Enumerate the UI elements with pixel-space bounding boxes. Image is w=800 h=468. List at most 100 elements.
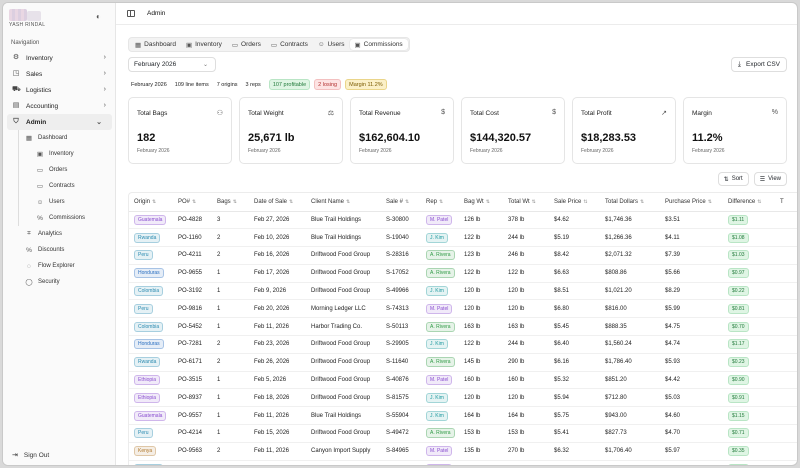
rep-badge: A. Rivera [426,357,455,368]
view-label: View [768,176,781,182]
sidebar-item-flow-explorer[interactable]: ◌ Flow Explorer [3,258,116,274]
tab-contracts[interactable]: ▭ Contracts [266,39,313,50]
avatar[interactable] [9,9,27,21]
theme-toggle-icon[interactable]: ◐ [96,12,101,21]
column-header-date-of-sale[interactable]: Date of Sale ⇅ [249,193,306,212]
table-row[interactable]: Guatemala PO-9557 1 Feb 11, 2026 Blue Trail … [129,406,797,426]
cell-t [775,460,797,465]
sort-arrows-icon: ⇅ [405,198,410,205]
cell-total-dollars: $1,266.36 [600,228,660,248]
cell-bags: 1 [212,264,249,283]
cell-total-dollars: $943.00 [600,406,660,426]
view-button[interactable]: ☰ View [753,172,787,186]
column-header-label: Rep [426,198,438,205]
submenu-label: Users [49,199,65,205]
tab-commissions[interactable]: ▣ Commissions [349,39,408,50]
column-header-po[interactable]: PO# ⇅ [173,193,212,212]
column-header-purchase-price[interactable]: Purchase Price ⇅ [660,193,723,212]
admin-submenu-inventory[interactable]: ▣ Inventory [3,146,116,162]
table-row[interactable]: Colombia PO-3192 1 Feb 9, 2026 Driftwood Foo… [129,282,797,301]
cell-po: PO-9816 [173,299,212,319]
sidebar-item-discounts[interactable]: % Discounts [3,242,116,258]
admin-submenu-contracts[interactable]: ▭ Contracts [3,178,116,194]
admin-submenu-dashboard[interactable]: ▦ Dashboard [3,130,116,146]
export-csv-button[interactable]: ⤓ Export CSV [730,57,787,72]
sidebar-item-sales[interactable]: ◳ Sales › [3,66,116,82]
sidebar-item-inventory[interactable]: ⚙ Inventory › [3,50,116,66]
column-header-bag-wt[interactable]: Bag Wt ⇅ [459,193,503,212]
sidebar-item-logistics[interactable]: ⛟ Logistics › [3,82,116,98]
sidebar-item-accounting[interactable]: ▤ Accounting › [3,98,116,114]
column-header-t[interactable]: T [775,193,797,212]
table-row[interactable]: Rwanda PO-1160 2 Feb 10, 2026 Blue Trail Hol… [129,228,797,248]
cell-po: PO-3192 [173,282,212,301]
table-row[interactable]: Honduras PO-7281 2 Feb 23, 2026 Driftwood Fo… [129,335,797,354]
cell-purchase-price: $5.03 [660,388,723,408]
cell-sale: S-40876 [381,371,421,390]
cell-t [775,406,797,426]
cell-date-of-sale: Feb 20, 2026 [249,299,306,319]
column-header-total-dollars[interactable]: Total Dollars ⇅ [600,193,660,212]
cell-total-dollars: $1,746.36 [600,211,660,230]
cell-date-of-sale: Feb 26, 2026 [249,353,306,372]
sort-button[interactable]: ⇅ Sort [717,172,749,186]
table-row[interactable]: Colombia PO-5452 1 Feb 11, 2026 Harbor Tradi… [129,317,797,337]
sidebar-item-security[interactable]: ◯ Security [3,274,116,290]
column-header-sale-price[interactable]: Sale Price ⇅ [549,193,600,212]
cell-origin: Colombia [129,460,173,465]
cell-date-of-sale: Feb 11, 2026 [249,317,306,337]
table-row[interactable]: Peru PO-4211 2 Feb 16, 2026 Driftwood Food G… [129,246,797,265]
table-row[interactable]: Rwanda PO-6171 2 Feb 26, 2026 Driftwood Food… [129,353,797,372]
flow-explorer-icon: ◌ [27,262,31,270]
table-row[interactable]: Honduras PO-9655 1 Feb 17, 2026 Driftwood Fo… [129,264,797,283]
nav-title: Navigation [11,40,40,46]
cell-sale-price: $5.75 [549,406,600,426]
sidebar-toggle-icon[interactable] [127,10,135,17]
cell-date-of-sale: Feb 16, 2026 [249,246,306,265]
cell-date-of-sale: Feb 23, 2026 [249,335,306,354]
column-header-label: Sale Price [554,198,582,205]
cell-origin: Colombia [129,282,173,301]
sidebar-item-analytics[interactable]: ⌗ Analytics [3,226,116,242]
tab-dashboard[interactable]: ▦ Dashboard [130,39,181,50]
column-header-difference[interactable]: Difference ⇅ [723,193,775,212]
cell-t [775,317,797,337]
column-header-bags[interactable]: Bags ⇅ [212,193,249,212]
rep-badge: M. Patel [426,214,453,225]
cell-client-name: Driftwood Food Group [306,371,381,390]
cell-sale: S-81575 [381,388,421,408]
tab-users[interactable]: ☺ Users [313,39,350,50]
cell-t [775,371,797,390]
column-header-total-wt[interactable]: Total Wt ⇅ [503,193,549,212]
column-header-client-name[interactable]: Client Name ⇅ [306,193,381,212]
submenu-label: Orders [49,167,68,173]
admin-submenu-orders[interactable]: ▭ Orders [3,162,116,178]
column-header-rep[interactable]: Rep ⇅ [421,193,459,212]
sign-out-button[interactable]: ⇥ Sign Out [12,451,49,460]
cell-difference: $0.70 [723,317,775,337]
difference-badge: $0.91 [728,392,749,403]
table-row[interactable]: Peru PO-4214 1 Feb 15, 2026 Driftwood Food G… [129,424,797,443]
month-select[interactable]: February 2026 ⌄ [128,57,216,72]
tab-orders[interactable]: ▭ Orders [227,39,266,50]
table-row[interactable]: Guatemala PO-4828 3 Feb 27, 2026 Blue Trail … [129,211,797,230]
column-header-origin[interactable]: Origin ⇅ [129,193,173,212]
table-row[interactable]: Peru PO-9816 1 Feb 20, 2026 Morning Ledger L… [129,299,797,319]
cell-difference: $0.90 [723,371,775,390]
cell-sale: S-55904 [381,406,421,426]
column-header-sale[interactable]: Sale # ⇅ [381,193,421,212]
table-row[interactable]: Kenya PO-9563 2 Feb 11, 2026 Canyon Import S… [129,442,797,461]
submenu-label: Dashboard [38,135,68,141]
cell-t [775,424,797,443]
tab-label: Dashboard [144,41,176,48]
admin-submenu-commissions[interactable]: % Commissions [3,210,116,226]
table-row[interactable]: Ethiopia PO-8937 1 Feb 18, 2026 Driftwood Fo… [129,388,797,408]
tab-inventory[interactable]: ▣ Inventory [181,39,227,50]
breadcrumb: Admin [147,10,166,17]
cell-origin: Peru [129,299,173,319]
admin-submenu-users[interactable]: ☺ Users [3,194,116,210]
sidebar-item-admin[interactable]: ⛉ Admin ⌄ [7,114,112,130]
table-row[interactable]: Ethiopia PO-3515 1 Feb 5, 2026 Driftwood Foo… [129,371,797,390]
difference-badge: $1.09 [728,464,749,465]
